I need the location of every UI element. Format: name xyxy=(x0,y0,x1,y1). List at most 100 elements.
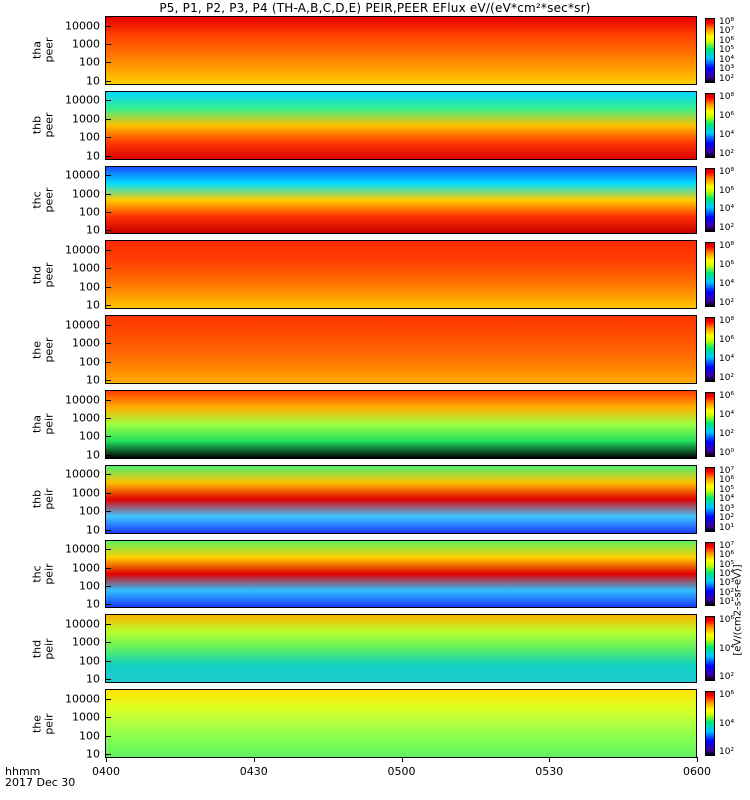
spectrogram xyxy=(105,614,697,684)
colorbar-tick-label: 10¹ xyxy=(719,597,735,608)
page-title: P5, P1, P2, P3, P4 (TH-A,B,C,D,E) PEIR,P… xyxy=(159,1,591,15)
colorbar xyxy=(705,392,715,457)
y-tick-mark xyxy=(105,43,111,45)
colorbar-tick-label: 10⁴ xyxy=(719,409,735,420)
y-tick-label: 10 xyxy=(86,747,100,761)
panel-thd-peir: thd peir 10000 1000 100 10 10⁶ 10⁴ 10² xyxy=(0,614,750,686)
y-tick-mark xyxy=(105,379,111,381)
x-tick-mark xyxy=(697,757,698,762)
panel-thc-peer: thc peer 10000 1000 100 10 10⁸ 10⁶ 10⁴ 10² xyxy=(0,165,750,237)
colorbar xyxy=(705,466,715,532)
colorbar xyxy=(705,541,715,607)
panel-tha-peir: tha peir 10000 1000 100 10 10⁶ 10⁴ 10² 10⁰ xyxy=(0,390,750,462)
colorbar-tick-label: 10⁶ xyxy=(719,185,735,196)
y-tick-label: 10000 xyxy=(65,467,100,481)
colorbar-unit-label: [eV/(cm2-s-sr-eV)] xyxy=(728,440,748,780)
y-tick-mark xyxy=(105,698,111,700)
colorbar-tick-label: 10² xyxy=(719,298,735,309)
colorbar-tick-label: 10⁶ xyxy=(719,260,735,271)
colorbar-tick-label: 10⁸ xyxy=(719,316,735,327)
colorbar xyxy=(705,691,715,756)
colorbar-unit-text: [eV/(cm2-s-sr-eV)] xyxy=(732,564,744,656)
spectrogram xyxy=(105,390,697,459)
colorbar xyxy=(705,317,715,382)
y-tick-label: 10 xyxy=(86,448,100,462)
colorbar-tick-label: 10⁶ xyxy=(719,335,735,346)
colorbar-tick-label: 10⁵ xyxy=(719,484,735,495)
y-tick-label: 10 xyxy=(86,597,100,611)
x-tick-label: 0530 xyxy=(535,765,564,778)
colorbar-tick-label: 10⁴ xyxy=(719,129,735,140)
spectrogram xyxy=(105,240,697,310)
y-tick-mark xyxy=(105,454,111,456)
y-tick-label: 100 xyxy=(79,429,100,443)
colorbar-tick-label: 10⁴ xyxy=(719,279,735,290)
y-tick-mark xyxy=(105,511,111,513)
y-tick-mark xyxy=(105,175,111,177)
colorbar-tick-label: 10⁴ xyxy=(719,54,735,65)
x-tick-label: 0500 xyxy=(387,765,416,778)
y-tick-mark xyxy=(105,80,111,82)
y-tick-label: 10000 xyxy=(65,93,100,107)
y-tick-mark xyxy=(105,679,111,681)
y-tick-mark xyxy=(105,642,111,644)
y-tick-label: 1000 xyxy=(72,561,100,575)
y-tick-label: 10000 xyxy=(65,168,100,182)
y-tick-mark xyxy=(105,623,111,625)
colorbar-tick-label: 10³ xyxy=(719,64,735,75)
y-tick-label: 100 xyxy=(79,579,100,593)
colorbar-tick-label: 10³ xyxy=(719,503,735,514)
y-tick-label: 1000 xyxy=(72,37,100,51)
colorbar-tick-label: 10⁶ xyxy=(719,110,735,121)
colorbar-tick-label: 10⁷ xyxy=(719,465,735,476)
y-tick-mark xyxy=(105,660,111,662)
colorbar-tick-label: 10² xyxy=(719,148,735,159)
colorbar-tick-label: 10⁰ xyxy=(719,447,735,458)
y-tick-label: 10000 xyxy=(65,19,100,33)
panel-thb-peir: thb peir 10000 1000 100 10 10⁷ 10⁶ 10⁵ 10⁴ 10³ 10² 1… xyxy=(0,464,750,536)
y-tick-label: 1000 xyxy=(72,336,100,350)
y-tick-mark xyxy=(105,361,111,363)
x-tick-mark xyxy=(401,757,403,762)
x-tick-mark xyxy=(549,757,551,762)
y-tick-mark xyxy=(105,249,111,251)
y-tick-mark xyxy=(105,100,111,102)
y-tick-label: 100 xyxy=(79,654,100,668)
y-tick-mark xyxy=(105,436,111,438)
y-tick-mark xyxy=(105,25,111,27)
x-tick-label: 0400 xyxy=(92,765,120,778)
y-tick-mark xyxy=(105,230,111,232)
y-tick-mark xyxy=(105,137,111,139)
y-tick-label: 10000 xyxy=(65,243,100,257)
y-tick-label: 10 xyxy=(86,298,100,312)
y-tick-label: 10 xyxy=(86,223,100,237)
y-tick-mark xyxy=(105,324,111,326)
colorbar-tick-label: 10² xyxy=(719,372,735,383)
panel-the-peir: the peir 10000 1000 100 10 10⁶ 10⁴ 10² xyxy=(0,689,750,761)
colorbar-tick-label: 10⁶ xyxy=(719,550,735,561)
colorbar xyxy=(705,616,715,682)
y-tick-label: 10 xyxy=(86,672,100,686)
panel-tha-peer: tha peer 10000 1000 100 10 10⁸ 10⁷ 10⁶ 10⁵ 10⁴ 10³ 1… xyxy=(0,16,750,88)
y-tick-mark xyxy=(105,118,111,120)
colorbar-tick-label: 10⁸ xyxy=(719,241,735,252)
y-tick-label: 100 xyxy=(79,205,100,219)
colorbar xyxy=(705,18,715,83)
y-tick-mark xyxy=(105,492,111,494)
y-tick-mark xyxy=(105,62,111,64)
y-tick-mark xyxy=(105,753,111,755)
colorbar-tick-label: 10⁶ xyxy=(719,35,735,46)
colorbar-tick-label: 10⁴ xyxy=(719,718,735,729)
panel-thb-peer: thb peer 10000 1000 100 10 10⁸ 10⁶ 10⁴ 10² xyxy=(0,90,750,162)
y-tick-label: 10 xyxy=(86,74,100,88)
colorbar-tick-label: 10⁴ xyxy=(719,568,735,579)
y-tick-label: 100 xyxy=(79,130,100,144)
x-axis: hhmm 2017 Dec 30 0400 0430 0500 0530 0600 xyxy=(0,757,750,800)
x-tick-label: 0430 xyxy=(239,765,268,778)
colorbar-tick-label: 10² xyxy=(719,672,735,683)
colorbar xyxy=(705,92,715,158)
y-tick-label: 1000 xyxy=(72,486,100,500)
spectrogram xyxy=(105,539,697,609)
colorbar-tick-label: 10¹ xyxy=(719,522,735,533)
colorbar-tick-label: 10⁶ xyxy=(719,690,735,701)
